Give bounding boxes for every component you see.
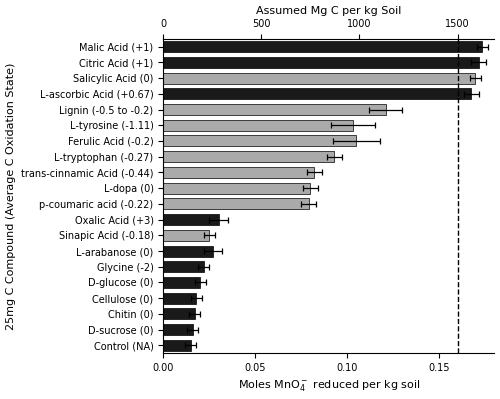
Bar bbox=[164, 57, 479, 68]
Bar bbox=[164, 104, 386, 115]
Bar bbox=[164, 214, 218, 225]
Bar bbox=[164, 245, 213, 257]
Bar bbox=[164, 151, 334, 162]
Bar bbox=[164, 340, 191, 351]
Bar bbox=[164, 73, 475, 84]
Y-axis label: 25mg C Compound (Average C Oxidation State): 25mg C Compound (Average C Oxidation Sta… bbox=[6, 62, 16, 330]
Bar bbox=[164, 120, 353, 131]
X-axis label: Moles MnO$_4^-$ reduced per kg soil: Moles MnO$_4^-$ reduced per kg soil bbox=[238, 378, 420, 393]
Bar bbox=[164, 261, 204, 272]
Bar bbox=[164, 41, 482, 52]
Bar bbox=[164, 183, 310, 194]
Bar bbox=[164, 136, 356, 146]
Bar bbox=[164, 324, 193, 335]
Bar bbox=[164, 277, 200, 288]
Bar bbox=[164, 167, 314, 178]
Bar bbox=[164, 308, 194, 319]
Bar bbox=[164, 198, 308, 209]
Bar bbox=[164, 230, 210, 241]
Bar bbox=[164, 88, 471, 99]
X-axis label: Assumed Mg C per kg Soil: Assumed Mg C per kg Soil bbox=[256, 6, 402, 16]
Bar bbox=[164, 292, 196, 304]
